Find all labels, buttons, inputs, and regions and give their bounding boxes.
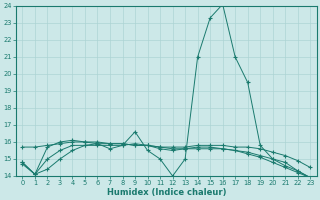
X-axis label: Humidex (Indice chaleur): Humidex (Indice chaleur)	[107, 188, 226, 197]
